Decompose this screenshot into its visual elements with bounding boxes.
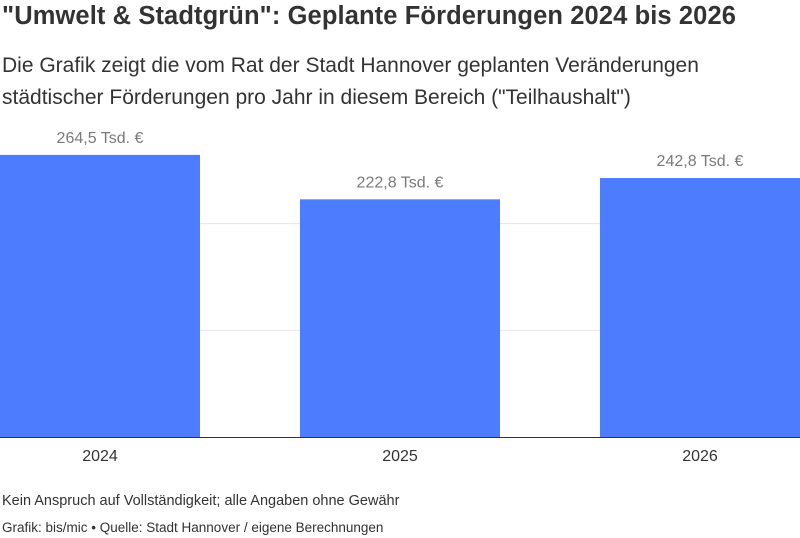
x-tick-2026: 2026 xyxy=(682,448,718,465)
disclaimer-note: Kein Anspruch auf Vollständigkeit; alle … xyxy=(2,493,400,509)
chart-subtitle: Die Grafik zeigt die vom Rat der Stadt H… xyxy=(2,54,699,109)
bars xyxy=(0,154,800,437)
x-tick-2024: 2024 xyxy=(82,448,118,465)
bar-2025 xyxy=(300,199,500,437)
source-credit: Grafik: bis/mic • Quelle: Stadt Hannover… xyxy=(2,520,384,535)
chart-title: "Umwelt & Stadtgrün": Geplante Förderung… xyxy=(2,2,737,30)
data-labels: 264,5 Tsd. € 222,8 Tsd. € 242,8 Tsd. € xyxy=(57,130,744,191)
x-tick-2025: 2025 xyxy=(382,448,418,465)
bar-2024 xyxy=(0,154,200,437)
x-axis-ticks: 2024 2025 2026 xyxy=(82,448,718,465)
bar-chart: 264,5 Tsd. € 222,8 Tsd. € 242,8 Tsd. € 202… xyxy=(0,130,800,465)
data-label-2025: 222,8 Tsd. € xyxy=(357,174,444,191)
bar-2026 xyxy=(600,178,800,437)
data-label-2026: 242,8 Tsd. € xyxy=(657,153,744,170)
data-label-2024: 264,5 Tsd. € xyxy=(57,130,144,147)
